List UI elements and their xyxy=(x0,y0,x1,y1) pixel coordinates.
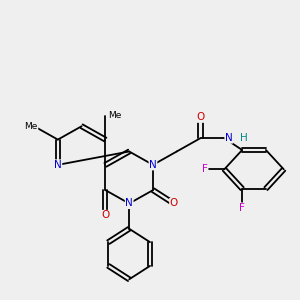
Text: F: F xyxy=(239,203,245,213)
Text: O: O xyxy=(101,210,110,220)
Text: H: H xyxy=(240,133,248,143)
Text: N: N xyxy=(125,199,133,208)
Text: N: N xyxy=(54,160,62,170)
Text: Me: Me xyxy=(108,111,121,120)
Text: O: O xyxy=(196,112,205,122)
Text: O: O xyxy=(170,199,178,208)
Text: Me: Me xyxy=(24,122,38,131)
Text: N: N xyxy=(225,133,232,143)
Text: N: N xyxy=(149,160,157,170)
Text: F: F xyxy=(202,164,208,174)
